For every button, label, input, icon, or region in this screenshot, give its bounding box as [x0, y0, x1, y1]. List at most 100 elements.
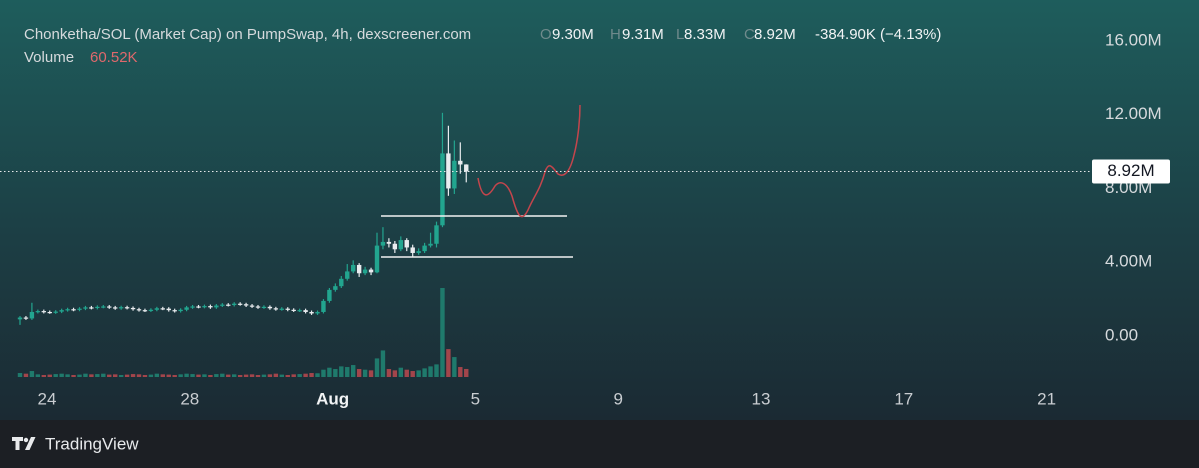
volume-bar — [124, 374, 130, 377]
candle-body — [184, 307, 189, 310]
candle-body — [398, 240, 403, 250]
volume-bar — [237, 375, 243, 377]
candle-body — [23, 317, 29, 319]
volume-bar — [309, 373, 314, 377]
volume-bar — [107, 374, 112, 377]
candle-body — [261, 306, 267, 309]
volume-bar — [380, 350, 386, 377]
volume-bar — [113, 374, 118, 377]
candle-body — [339, 278, 344, 287]
candle-body — [434, 225, 439, 244]
volume-bar — [362, 369, 368, 377]
candle-body — [47, 311, 52, 314]
y-tick-label: 12.00M — [1105, 104, 1162, 123]
plot-area — [17, 112, 469, 377]
candle-body — [345, 271, 350, 279]
volume-bar — [65, 374, 70, 377]
candle-body — [416, 251, 421, 253]
candle-body — [166, 308, 171, 311]
candle-body — [83, 307, 88, 309]
candle-body — [130, 307, 136, 310]
candle-body — [202, 306, 207, 308]
volume-bar — [190, 374, 195, 377]
candle-body — [273, 308, 279, 310]
candle-body — [428, 243, 433, 246]
legend-value: 9.30M — [552, 26, 594, 43]
candle-body — [309, 311, 314, 314]
candle-body — [17, 317, 23, 320]
candle-body — [279, 308, 284, 310]
candle-body — [368, 269, 374, 273]
volume-bar — [315, 373, 320, 377]
candle-body — [362, 269, 368, 274]
candle-body — [124, 307, 130, 309]
x-tick-label: 9 — [613, 389, 622, 408]
volume-bar — [232, 374, 237, 377]
candle-body — [446, 153, 451, 189]
volume-bar — [428, 366, 433, 377]
volume-bar — [273, 373, 279, 377]
volume-value: 60.52K — [90, 49, 138, 66]
volume-bar — [303, 373, 308, 377]
price-label-box — [1092, 159, 1170, 184]
candle-body — [404, 240, 409, 248]
volume-bar — [118, 375, 124, 377]
candle-body — [297, 310, 302, 312]
candle-body — [386, 241, 392, 244]
volume-bar — [166, 374, 171, 377]
candle-body — [190, 306, 195, 308]
drawn-curve — [477, 104, 581, 218]
candle-body — [327, 289, 332, 301]
ohlc-legend: O 9.30M H 9.31M L 8.33M C 8.92M — [540, 26, 796, 43]
candle-body — [243, 304, 249, 306]
volume-bar — [261, 374, 267, 377]
candle-body — [71, 309, 76, 311]
volume-bar — [398, 367, 403, 377]
volume-bar — [41, 375, 46, 377]
candle-body — [226, 304, 231, 306]
footer-background — [0, 420, 1199, 468]
candle-body — [113, 307, 118, 309]
volume-bar — [95, 374, 100, 377]
volume-bar — [351, 365, 356, 377]
candle-body — [142, 310, 148, 312]
candle-body — [422, 245, 427, 252]
candle-body — [35, 311, 41, 313]
volume-bar — [452, 357, 457, 377]
candle-body — [214, 305, 219, 308]
volume-bar — [422, 368, 427, 377]
volume-bar — [392, 370, 398, 377]
volume-bar — [184, 373, 189, 377]
legend-key: C — [744, 26, 755, 43]
candle-body — [464, 164, 469, 172]
candle-body — [178, 309, 183, 312]
volume-bar — [29, 371, 35, 377]
volume-bar — [243, 374, 249, 377]
volume-bar — [172, 375, 177, 377]
candle-body — [53, 311, 58, 313]
chart-background — [0, 0, 1199, 420]
legend-key: L — [676, 26, 684, 43]
volume-bar — [178, 374, 183, 377]
legend-key: O — [540, 26, 552, 43]
candle-body — [232, 303, 237, 305]
candle-body — [374, 245, 380, 273]
candle-body — [41, 311, 46, 313]
tradingview-logo — [12, 437, 36, 450]
volume-bar — [17, 373, 23, 377]
volume-bar — [136, 374, 142, 377]
candle-body — [410, 247, 415, 253]
x-tick-label: 24 — [38, 389, 57, 408]
volume-bar — [279, 374, 284, 377]
y-tick-label: 4.00M — [1105, 252, 1152, 271]
candle-body — [291, 309, 296, 311]
candle-body — [160, 308, 165, 310]
volume-bar — [142, 375, 148, 377]
candle-body — [380, 241, 386, 246]
legend-value: 8.33M — [684, 26, 726, 43]
volume-bar — [386, 369, 392, 377]
candle-body — [267, 306, 273, 309]
volume-bar — [291, 374, 296, 377]
candle-body — [303, 310, 308, 312]
candle-body — [154, 308, 160, 310]
